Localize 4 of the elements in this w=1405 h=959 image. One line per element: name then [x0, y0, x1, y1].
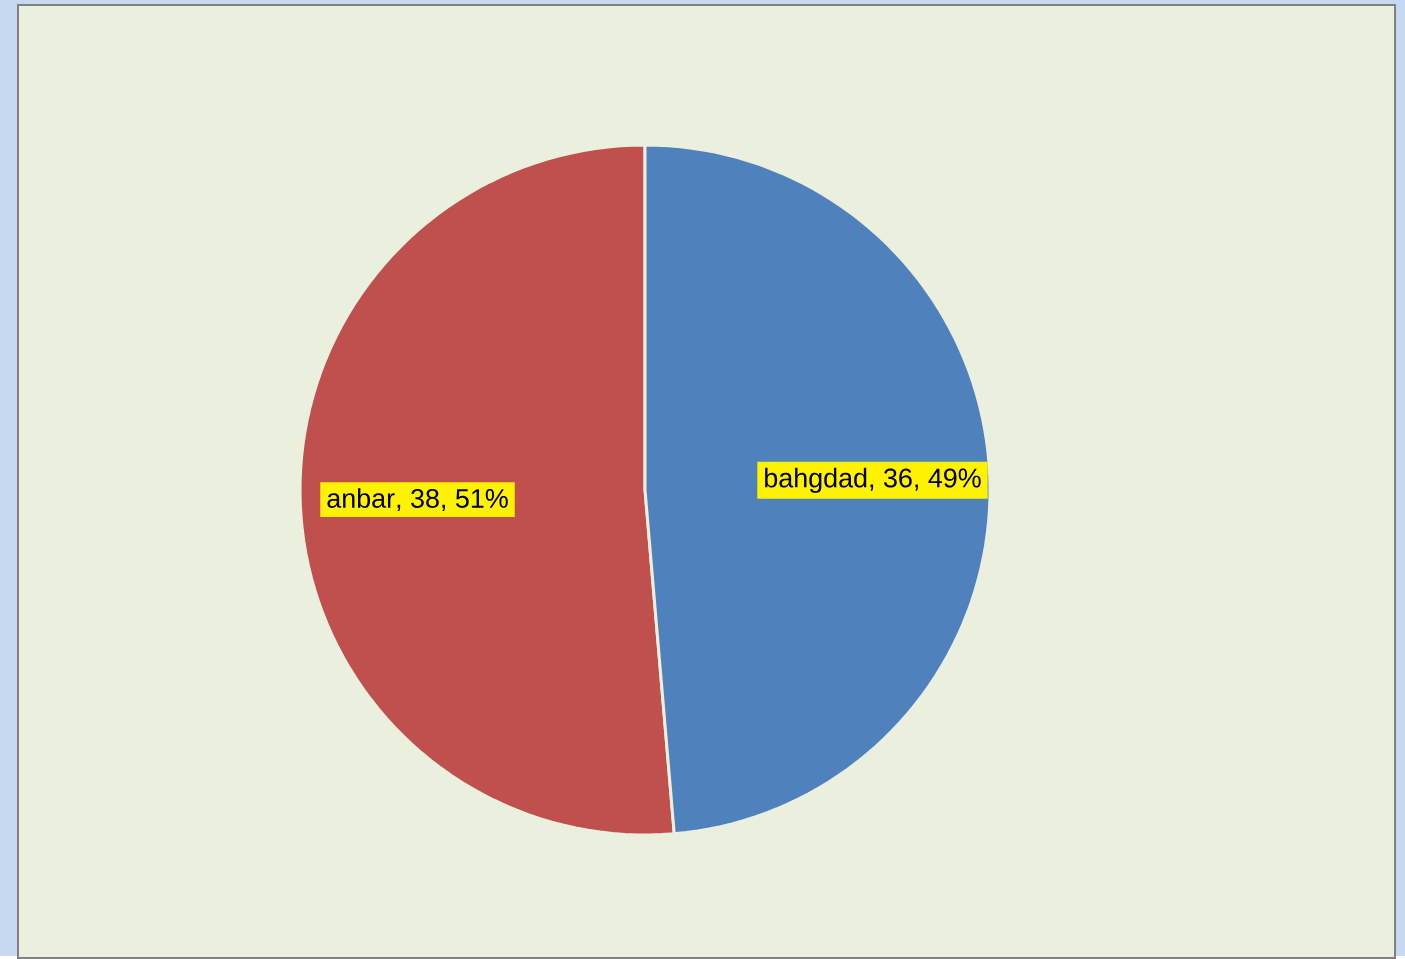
slice-label: bahgdad — [765, 467, 867, 493]
data-label: , 36, 49% — [870, 468, 981, 491]
slice-label: anbar — [327, 488, 395, 508]
data-label: , 38, 51% — [397, 488, 508, 512]
